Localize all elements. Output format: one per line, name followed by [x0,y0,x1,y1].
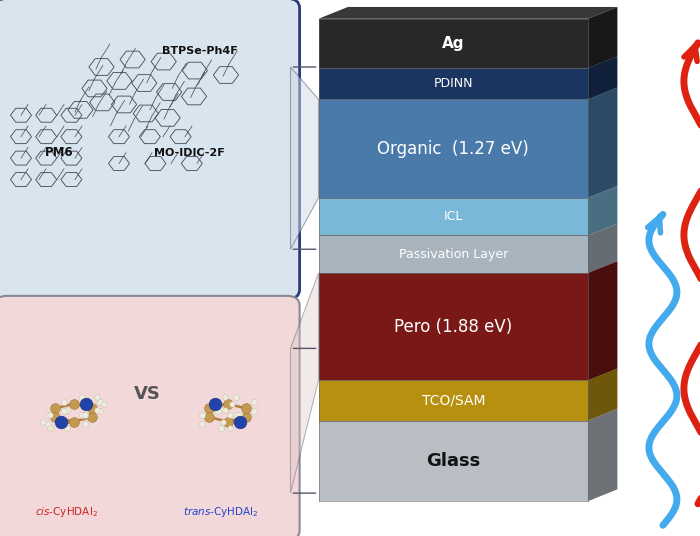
Polygon shape [318,369,617,381]
Polygon shape [318,68,588,99]
Text: $\it{cis}$-CyHDAI$_2$: $\it{cis}$-CyHDAI$_2$ [35,505,98,519]
Polygon shape [318,7,617,19]
Text: Organic  (1.27 eV): Organic (1.27 eV) [377,139,529,158]
Polygon shape [588,409,617,501]
Text: ICL: ICL [444,210,463,223]
Polygon shape [588,7,617,68]
Text: TCO/SAM: TCO/SAM [421,393,485,407]
Text: PDINN: PDINN [433,77,473,90]
Polygon shape [588,369,617,421]
Polygon shape [318,99,588,198]
Polygon shape [318,56,617,68]
Polygon shape [290,273,318,493]
Text: BTPSe-Ph4F: BTPSe-Ph4F [162,46,237,56]
FancyBboxPatch shape [0,0,300,299]
Polygon shape [290,67,318,249]
Polygon shape [318,409,617,421]
FancyBboxPatch shape [0,296,300,536]
Text: Pero (1.88 eV): Pero (1.88 eV) [394,318,512,336]
Text: Ag: Ag [442,36,465,51]
Polygon shape [318,421,588,501]
Polygon shape [588,87,617,198]
Text: VS: VS [134,385,160,403]
Polygon shape [588,261,617,381]
Text: $\it{trans}$-CyHDAI$_2$: $\it{trans}$-CyHDAI$_2$ [183,505,258,519]
Polygon shape [588,186,617,235]
Polygon shape [318,381,588,421]
Polygon shape [318,87,617,99]
Polygon shape [318,186,617,198]
Polygon shape [318,19,588,68]
Polygon shape [318,235,588,273]
Polygon shape [318,261,617,273]
Polygon shape [318,198,588,235]
Text: PM6: PM6 [46,146,74,159]
Polygon shape [318,224,617,235]
Polygon shape [588,56,617,99]
Text: MO-IDIC-2F: MO-IDIC-2F [153,148,225,158]
Text: Glass: Glass [426,452,480,470]
Text: Passivation Layer: Passivation Layer [398,248,508,260]
Polygon shape [588,224,617,273]
Polygon shape [318,273,588,381]
